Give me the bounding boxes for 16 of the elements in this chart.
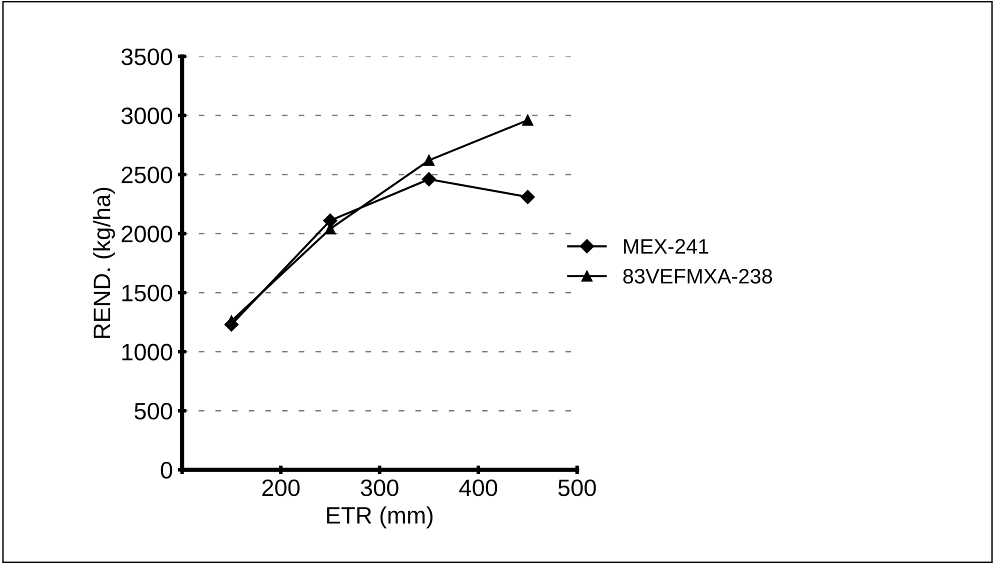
x-tick-label: 400 (459, 479, 498, 496)
y-tick-label: 2500 (122, 166, 172, 184)
y-axis-title: REND. (kg/ha) (92, 188, 115, 338)
y-tick-label: 1500 (122, 284, 172, 302)
x-tick-label: 500 (558, 479, 596, 496)
legend-label: 83VEFMXA-238 (623, 268, 772, 284)
y-tick-label: 3000 (121, 108, 172, 124)
y-tick-label: 0 (160, 462, 172, 479)
x-axis-title: ETR (mm) (327, 506, 433, 528)
y-tick-label: 500 (134, 402, 172, 420)
y-tick-label: 2000 (122, 226, 172, 242)
y-tick-label: 1000 (122, 344, 172, 360)
y-tick-label: 3500 (121, 48, 172, 66)
legend-label: MEX-241 (624, 239, 708, 254)
x-tick-label: 300 (360, 479, 398, 496)
x-tick-label: 200 (262, 479, 300, 496)
